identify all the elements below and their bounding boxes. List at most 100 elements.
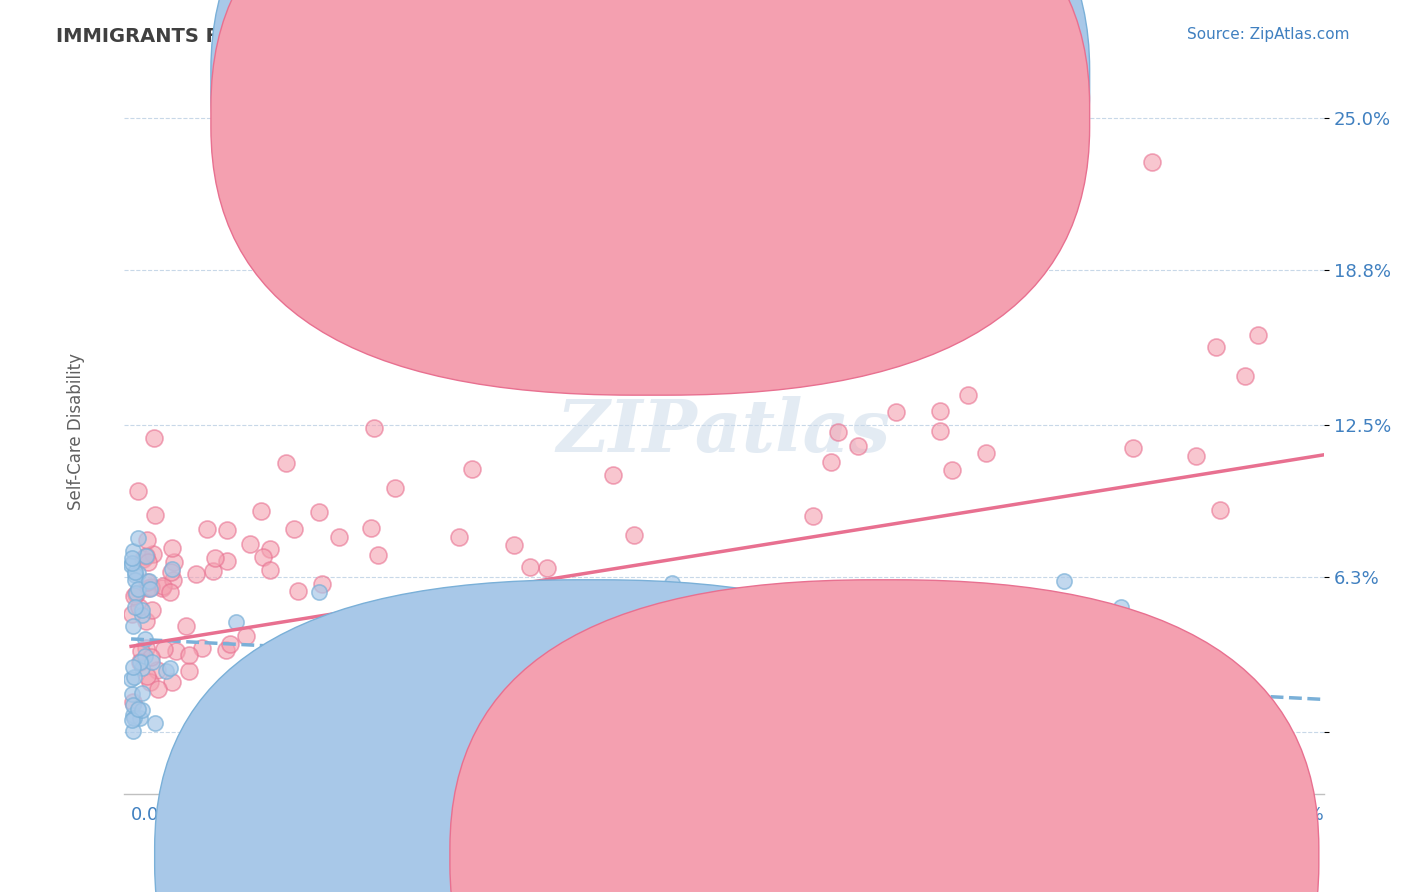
Point bbox=[131, 607, 153, 622]
Point bbox=[602, 468, 624, 483]
Text: Self-Care Disability: Self-Care Disability bbox=[67, 352, 84, 509]
Point bbox=[217, 553, 239, 567]
Point bbox=[225, 615, 247, 629]
Point bbox=[121, 556, 143, 570]
Point bbox=[623, 528, 645, 542]
Point bbox=[124, 574, 146, 588]
Point bbox=[360, 521, 382, 535]
Point bbox=[162, 573, 184, 587]
Point bbox=[160, 565, 183, 579]
Point bbox=[127, 566, 149, 580]
Point bbox=[146, 663, 169, 677]
Point bbox=[135, 549, 157, 563]
Point bbox=[135, 615, 157, 629]
Point bbox=[136, 581, 159, 595]
Point bbox=[122, 708, 145, 723]
Point bbox=[139, 650, 162, 665]
Point bbox=[328, 530, 350, 544]
Point bbox=[409, 641, 432, 656]
Point bbox=[138, 574, 160, 588]
Point bbox=[259, 563, 281, 577]
Point bbox=[820, 623, 842, 637]
Point bbox=[131, 661, 153, 675]
Point bbox=[235, 629, 257, 643]
Text: ZIPatlas: ZIPatlas bbox=[557, 396, 891, 467]
Point bbox=[437, 628, 460, 642]
Point bbox=[146, 681, 169, 696]
Point bbox=[136, 575, 159, 590]
Point bbox=[1234, 368, 1257, 383]
Point bbox=[308, 585, 330, 599]
Point bbox=[142, 547, 165, 561]
Point bbox=[142, 431, 165, 445]
Point bbox=[1140, 155, 1163, 169]
Point bbox=[488, 641, 510, 656]
Point bbox=[136, 555, 159, 569]
Point bbox=[202, 564, 225, 578]
Point bbox=[160, 562, 183, 576]
Point bbox=[122, 698, 145, 712]
Point bbox=[159, 661, 181, 675]
Point bbox=[1122, 441, 1144, 455]
Point bbox=[124, 565, 146, 579]
Point bbox=[449, 530, 471, 544]
Point bbox=[135, 549, 157, 564]
Point bbox=[141, 655, 163, 669]
Point bbox=[283, 522, 305, 536]
Point bbox=[159, 585, 181, 599]
Point bbox=[120, 672, 142, 686]
Point bbox=[139, 675, 162, 690]
Point bbox=[527, 221, 550, 235]
Point bbox=[179, 664, 201, 678]
Point bbox=[124, 599, 146, 614]
Point bbox=[536, 560, 558, 574]
Point bbox=[139, 580, 162, 594]
Point bbox=[519, 560, 541, 574]
Point bbox=[363, 420, 385, 434]
Point bbox=[184, 567, 207, 582]
Text: 80.0%: 80.0% bbox=[1267, 806, 1324, 824]
Point bbox=[928, 425, 950, 439]
Point bbox=[155, 664, 177, 678]
Point bbox=[121, 713, 143, 727]
Point bbox=[1247, 328, 1270, 343]
Point bbox=[846, 439, 869, 453]
Text: R =  0.322   N = 92: R = 0.322 N = 92 bbox=[682, 104, 872, 122]
Point bbox=[162, 675, 184, 690]
Point bbox=[139, 582, 162, 596]
Point bbox=[274, 456, 297, 470]
Point bbox=[195, 522, 218, 536]
Point bbox=[125, 586, 148, 600]
Text: 0.0%: 0.0% bbox=[131, 806, 177, 824]
Point bbox=[121, 724, 143, 739]
Point bbox=[131, 686, 153, 700]
Text: R = -0.046   N = 51: R = -0.046 N = 51 bbox=[682, 69, 872, 87]
Point bbox=[988, 281, 1011, 295]
Point bbox=[124, 567, 146, 582]
Point bbox=[143, 508, 166, 523]
Point bbox=[1205, 340, 1227, 354]
Point bbox=[136, 669, 159, 683]
Point bbox=[384, 481, 406, 495]
Point bbox=[127, 702, 149, 716]
Point bbox=[122, 618, 145, 632]
Point bbox=[311, 576, 333, 591]
Point bbox=[884, 405, 907, 419]
Point bbox=[121, 607, 143, 621]
Point bbox=[1053, 574, 1076, 588]
Point bbox=[1109, 600, 1132, 615]
Text: IMMIGRANTS FROM BAHAMAS VS FRENCH SELF-CARE DISABILITY CORRELATION CHART: IMMIGRANTS FROM BAHAMAS VS FRENCH SELF-C… bbox=[56, 27, 1011, 45]
Point bbox=[134, 648, 156, 663]
Point bbox=[502, 538, 524, 552]
Point bbox=[179, 648, 201, 662]
Point bbox=[287, 584, 309, 599]
Point bbox=[367, 719, 389, 733]
Point bbox=[129, 655, 152, 669]
Point bbox=[308, 505, 330, 519]
Point bbox=[827, 425, 849, 440]
Point bbox=[121, 550, 143, 565]
Point bbox=[941, 463, 963, 477]
Point bbox=[661, 575, 683, 590]
Point bbox=[122, 544, 145, 558]
Point bbox=[820, 455, 842, 469]
